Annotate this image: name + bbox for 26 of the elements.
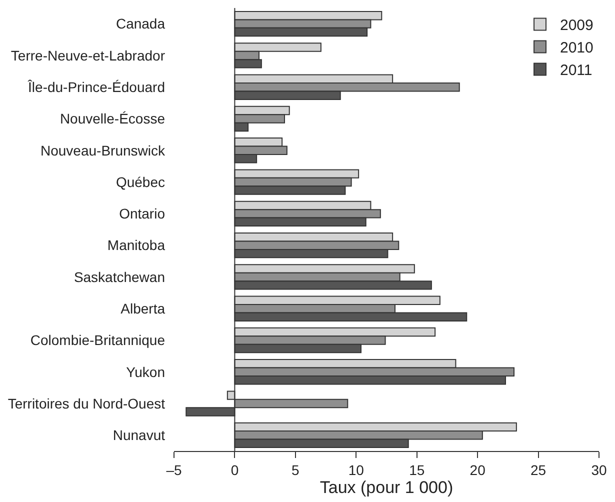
x-tick-label: 25 [530,462,546,478]
x-tick-label: 10 [348,462,364,478]
y-tick-label: Île-du-Prince-Édouard [27,79,165,96]
y-tick-label: Alberta [120,300,166,317]
x-tick-label: –5 [166,462,182,478]
y-tick-label: Canada [116,16,166,32]
legend-label: 2010 [560,40,594,57]
y-tick-label: Québec [116,174,165,190]
x-axis-title: Taux (pour 1 000) [320,478,454,498]
y-tick-label: Yukon [126,364,165,380]
x-tick-label: 30 [591,462,607,478]
legend-label: 2011 [560,62,592,80]
x-tick-label: 0 [230,462,239,478]
y-tick-label: Terre-Neuve-et-Labrador [10,47,166,64]
y-tick-label: Colombie-Britannique [30,332,166,348]
y-tick-label: Ontario [119,206,166,222]
y-tick-label: Nunavut [112,427,166,444]
y-tick-label: Nouvelle-Écosse [60,110,166,127]
y-tick-label: Manitoba [107,237,166,254]
x-tick-label: 20 [470,462,486,478]
x-tick-label: 5 [292,462,300,478]
x-tick-label: 15 [409,462,425,478]
y-tick-label: Territoires du Nord-Ouest [8,395,166,412]
y-tick-label: Saskatchewan [74,268,165,285]
y-tick-label: Nouveau-Brunswick [40,142,166,158]
legend-label: 2009 [560,17,594,34]
